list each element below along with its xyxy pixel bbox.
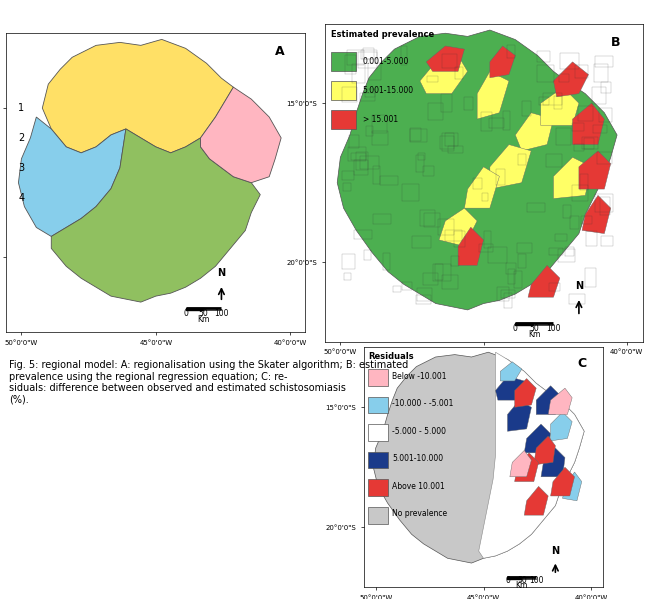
Polygon shape (524, 424, 550, 453)
Polygon shape (548, 388, 572, 415)
Text: 1: 1 (18, 103, 25, 113)
Polygon shape (479, 352, 584, 558)
Text: 0: 0 (505, 576, 510, 585)
Polygon shape (42, 40, 234, 153)
Polygon shape (550, 467, 574, 496)
Text: 0: 0 (513, 323, 518, 332)
Text: N: N (575, 281, 583, 291)
Polygon shape (373, 352, 584, 563)
Text: 50: 50 (530, 323, 539, 332)
Polygon shape (515, 453, 539, 482)
Text: 5.001-15.000: 5.001-15.000 (363, 86, 414, 95)
Text: > 15.001: > 15.001 (363, 114, 398, 123)
Polygon shape (477, 71, 509, 119)
FancyBboxPatch shape (369, 507, 387, 524)
FancyBboxPatch shape (331, 52, 356, 71)
Polygon shape (541, 448, 565, 477)
Polygon shape (582, 195, 611, 234)
Polygon shape (490, 46, 515, 78)
Text: 2: 2 (18, 133, 25, 143)
FancyBboxPatch shape (369, 397, 387, 413)
Polygon shape (510, 450, 532, 477)
Text: 100: 100 (546, 323, 561, 332)
Polygon shape (572, 103, 604, 144)
Text: Estimated prevalence: Estimated prevalence (331, 30, 434, 39)
Text: A: A (275, 46, 284, 58)
Polygon shape (563, 472, 582, 501)
Text: 50: 50 (199, 308, 208, 317)
Text: -5.000 - 5.000: -5.000 - 5.000 (393, 426, 447, 436)
Text: Km: Km (516, 581, 528, 590)
Text: 100: 100 (214, 308, 228, 317)
Text: Fig. 5: regional model: A: regionalisation using the Skater algorithm; B: estima: Fig. 5: regional model: A: regionalisati… (10, 360, 409, 405)
Polygon shape (500, 362, 522, 381)
Text: No prevalence: No prevalence (393, 509, 448, 519)
Polygon shape (458, 227, 484, 265)
Text: C: C (578, 357, 587, 370)
Polygon shape (515, 113, 554, 151)
Polygon shape (18, 117, 126, 237)
FancyBboxPatch shape (331, 81, 356, 100)
Polygon shape (536, 386, 560, 415)
Text: 4: 4 (18, 193, 25, 202)
Polygon shape (524, 486, 548, 515)
Polygon shape (515, 379, 536, 407)
Text: Above 10.001: Above 10.001 (393, 482, 445, 491)
Polygon shape (554, 62, 589, 97)
Polygon shape (439, 208, 477, 246)
Polygon shape (554, 158, 592, 199)
Polygon shape (541, 87, 579, 125)
Polygon shape (579, 151, 611, 189)
Polygon shape (528, 265, 560, 297)
FancyBboxPatch shape (369, 369, 387, 386)
Text: 50: 50 (517, 576, 527, 585)
Text: 100: 100 (529, 576, 543, 585)
Text: 0.001-5.000: 0.001-5.000 (363, 58, 409, 66)
FancyBboxPatch shape (369, 424, 387, 441)
Polygon shape (495, 376, 524, 400)
Polygon shape (337, 30, 617, 310)
Polygon shape (534, 436, 556, 465)
Text: 0: 0 (183, 308, 188, 317)
Text: Below -10.001: Below -10.001 (393, 371, 447, 381)
FancyBboxPatch shape (331, 110, 356, 129)
Text: Km: Km (528, 330, 541, 339)
FancyBboxPatch shape (369, 452, 387, 468)
Polygon shape (420, 56, 467, 93)
Text: N: N (551, 546, 559, 556)
Polygon shape (508, 400, 532, 431)
Polygon shape (201, 87, 281, 183)
Polygon shape (550, 412, 572, 441)
Polygon shape (465, 167, 500, 208)
Polygon shape (426, 46, 465, 71)
Polygon shape (51, 129, 260, 302)
Text: 3: 3 (18, 163, 25, 173)
Text: B: B (611, 37, 620, 49)
Polygon shape (490, 144, 531, 189)
Text: Residuals: Residuals (369, 352, 414, 361)
Text: N: N (217, 268, 225, 278)
Text: -10.000 - -5.001: -10.000 - -5.001 (393, 399, 454, 409)
Text: 5.001-10.000: 5.001-10.000 (393, 454, 443, 464)
Text: Km: Km (197, 314, 210, 323)
FancyBboxPatch shape (369, 479, 387, 496)
